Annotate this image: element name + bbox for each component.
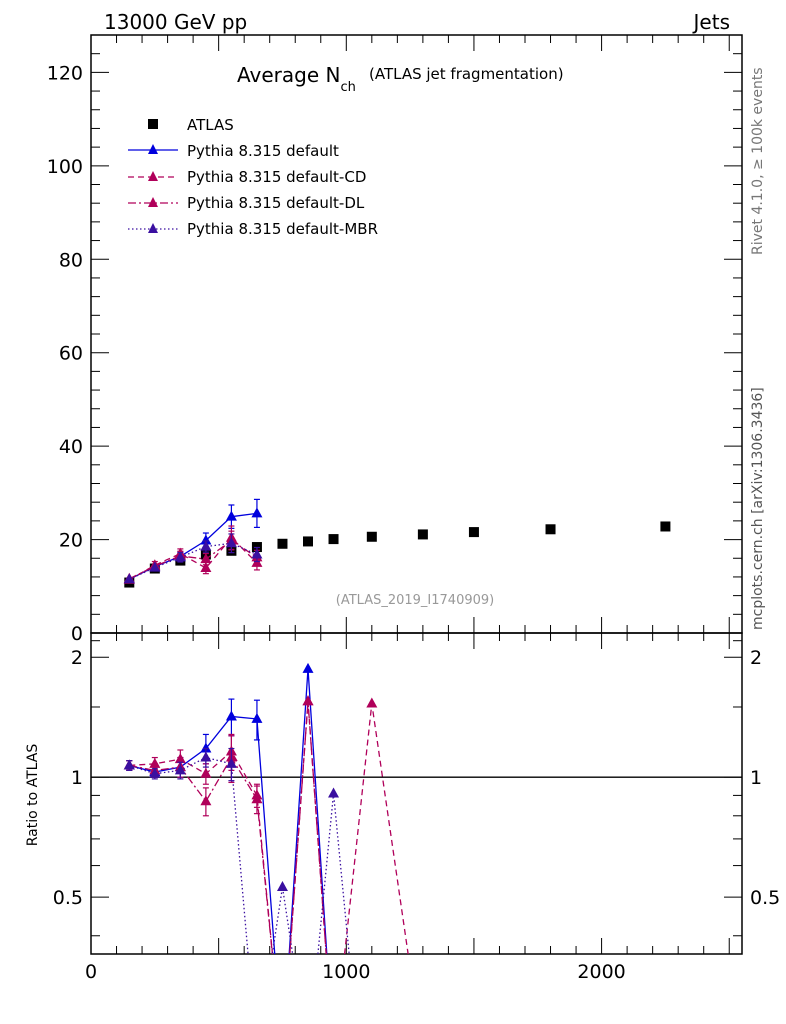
- plot-title: Average Nch: [237, 63, 356, 95]
- ratio-plot-frame: [90, 632, 743, 955]
- xtick-label: 2000: [577, 961, 625, 983]
- ratio-point-mbr: [225, 757, 237, 768]
- legend-entry-dl: Pythia 8.315 default-DL: [128, 194, 365, 212]
- xtick-label: 0: [85, 961, 97, 983]
- side-label-rivet: Rivet 4.1.0, ≥ 100k events: [750, 67, 766, 255]
- ratio-point-default: [225, 710, 237, 721]
- ratio-ytick-label-right: 2: [750, 647, 762, 669]
- legend-label-mbr: Pythia 8.315 default-MBR: [187, 220, 378, 238]
- main-ytick-label: 80: [59, 249, 83, 271]
- legend-entry-default: Pythia 8.315 default: [128, 142, 339, 160]
- side-label-source: mcplots.cern.ch [arXiv:1306.3436]: [750, 387, 766, 630]
- legend-marker-mbr: [148, 223, 158, 233]
- main-ytick-label: 60: [59, 343, 83, 365]
- main-series-mbr: [123, 533, 263, 584]
- ratio-series-layer: [123, 662, 409, 954]
- ratio-line-mbr: [129, 756, 350, 954]
- main-point-mbr: [174, 551, 186, 562]
- ratio-series-cd: [123, 695, 409, 954]
- main-ytick-label: 20: [59, 530, 83, 552]
- ratio-point-default: [200, 742, 212, 753]
- main-line-mbr: [129, 542, 258, 580]
- xtick-label: 1000: [322, 961, 370, 983]
- main-point-default: [225, 510, 237, 521]
- ratio-point-mbr: [174, 764, 186, 775]
- ratio-point-cd: [149, 757, 161, 768]
- ratio-point-dl: [200, 795, 212, 806]
- plot-title-note: (ATLAS jet fragmentation): [369, 65, 564, 83]
- ratio-ylabel: Ratio to ATLAS: [25, 744, 41, 847]
- legend-marker-cd: [148, 171, 158, 181]
- ratio-point-cd: [366, 697, 378, 708]
- ratio-point-default: [251, 712, 263, 723]
- ratio-point-mbr: [149, 767, 161, 778]
- ratio-series-mbr: [123, 747, 350, 954]
- legend-label-default: Pythia 8.315 default: [187, 142, 339, 160]
- main-point-atlas: [303, 536, 313, 547]
- main-point-default: [200, 534, 212, 545]
- main-point-atlas: [417, 529, 428, 540]
- main-point-atlas: [277, 538, 288, 549]
- main-ytick-label: 0: [71, 623, 83, 645]
- ratio-ytick-label: 2: [71, 647, 83, 669]
- category-label: Jets: [692, 10, 730, 34]
- ratio-point-default: [302, 662, 314, 673]
- legend-marker-dl: [148, 197, 158, 207]
- ratio-line-cd: [129, 701, 409, 954]
- main-point-dl: [200, 553, 212, 564]
- ratio-point-dl: [302, 695, 314, 706]
- ratio-point-cd: [200, 767, 212, 778]
- plot-title-main: Average N: [237, 63, 340, 87]
- legend-label-cd: Pythia 8.315 default-CD: [187, 168, 366, 186]
- main-point-mbr: [251, 548, 263, 559]
- main-point-atlas: [545, 524, 556, 535]
- legend-marker-atlas: [148, 119, 158, 129]
- main-point-cd: [200, 562, 212, 573]
- plot-title-sub: ch: [340, 80, 355, 95]
- ratio-point-mbr: [200, 751, 212, 762]
- ratio-ytick-label: 0.5: [53, 887, 83, 909]
- main-point-mbr: [149, 561, 161, 572]
- main-point-default: [251, 507, 263, 518]
- legend-entry-cd: Pythia 8.315 default-CD: [128, 168, 366, 186]
- legend-label-dl: Pythia 8.315 default-DL: [187, 194, 365, 212]
- main-point-atlas: [328, 534, 339, 545]
- legend-label-atlas: ATLAS: [187, 116, 234, 134]
- main-point-atlas: [468, 527, 479, 538]
- main-line-cd: [128, 536, 258, 581]
- main-series-layer: [123, 498, 671, 588]
- ratio-ytick-label-right: 1: [750, 767, 762, 789]
- main-series-cd: [123, 525, 263, 584]
- ratio-series-dl: [123, 695, 327, 954]
- main-ytick-label: 120: [47, 62, 83, 84]
- main-point-mbr: [225, 537, 237, 548]
- axes-layer: 0 20 40 60 80 100 120 0 1000 2000 0.5 0.5 1 1 2 2: [47, 34, 780, 983]
- main-point-atlas: [366, 531, 377, 542]
- energy-label: 13000 GeV pp: [104, 10, 247, 34]
- ratio-point-dl: [251, 793, 263, 804]
- main-ytick-label: 100: [47, 156, 83, 178]
- ratio-ytick-label: 1: [71, 767, 83, 789]
- ratio-ytick-label-right: 0.5: [750, 887, 780, 909]
- main-point-mbr: [200, 540, 212, 551]
- main-point-mbr: [123, 573, 135, 584]
- legend-entry-mbr: Pythia 8.315 default-MBR: [128, 220, 378, 238]
- ratio-series-default: [123, 662, 328, 954]
- main-ytick-label: 40: [59, 436, 83, 458]
- ratio-point-mbr: [328, 787, 340, 798]
- ratio-point-mbr: [123, 759, 135, 770]
- main-point-atlas: [660, 521, 671, 532]
- legend: ATLAS Pythia 8.315 default Pythia 8.315 …: [128, 116, 378, 238]
- analysis-label: (ATLAS_2019_I1740909): [336, 593, 494, 608]
- ratio-point-mbr: [276, 881, 288, 892]
- legend-marker-default: [148, 144, 158, 154]
- legend-entry-atlas: ATLAS: [148, 116, 234, 134]
- main-series-dl: [123, 530, 263, 583]
